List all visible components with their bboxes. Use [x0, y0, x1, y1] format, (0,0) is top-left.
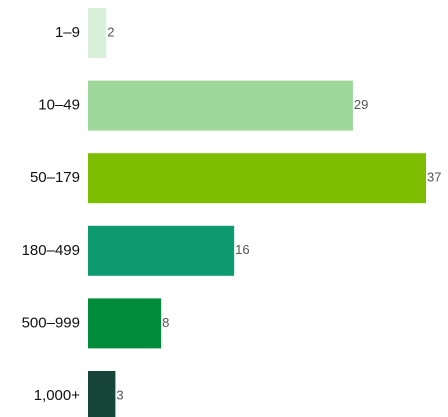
value-label: 8 [162, 315, 169, 330]
category-label: 1–9 [55, 24, 80, 41]
bar [88, 225, 235, 276]
value-label: 3 [116, 387, 123, 402]
bar [88, 153, 426, 204]
bar [88, 8, 107, 58]
value-label: 2 [107, 24, 114, 39]
category-labels: 1–9 10–49 50–179 180–499 500–999 1,000+ [22, 24, 81, 404]
category-label: 50–179 [30, 169, 80, 186]
value-label: 37 [427, 170, 441, 185]
category-label: 180–499 [22, 242, 80, 259]
bar [88, 80, 353, 131]
value-label: 16 [235, 242, 249, 257]
category-label: 10–49 [38, 97, 80, 114]
value-labels: 2 29 37 16 8 3 [107, 24, 441, 402]
bars [88, 8, 426, 417]
bar [88, 371, 116, 417]
bar [88, 298, 162, 349]
value-label: 29 [354, 97, 368, 112]
category-label: 500–999 [22, 314, 80, 331]
category-label: 1,000+ [34, 387, 81, 404]
